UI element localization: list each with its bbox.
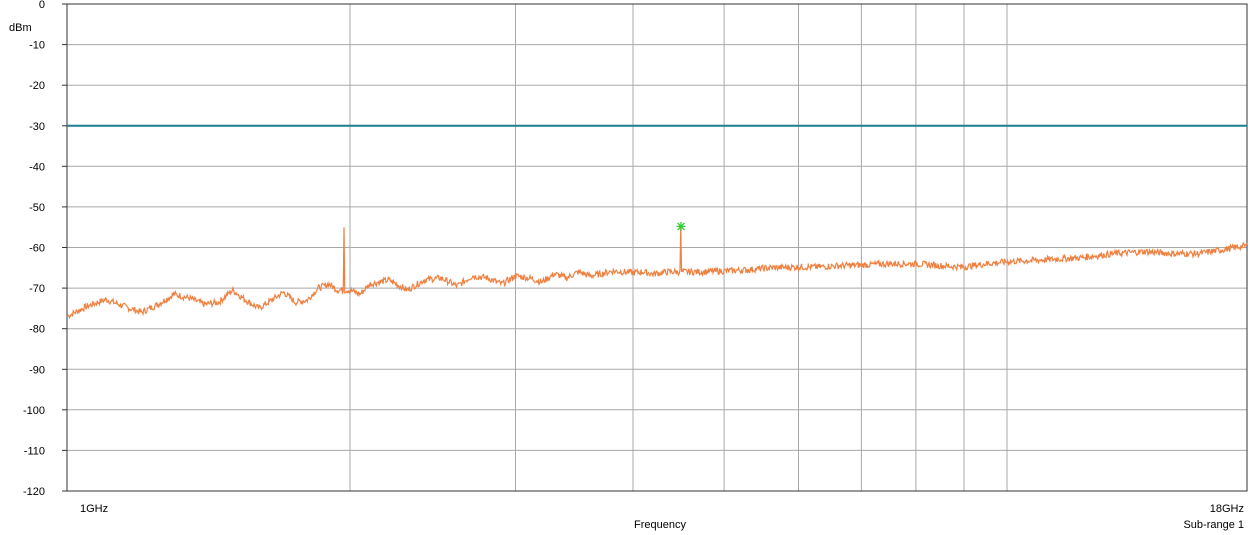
- y-tick-label: -60: [29, 243, 45, 255]
- y-tick-label: 0: [39, 0, 45, 11]
- y-tick-label: -90: [29, 364, 45, 376]
- y-tick-label: -120: [23, 486, 45, 498]
- x-tick-label-start: 1GHz: [80, 503, 108, 515]
- y-tick-label: -10: [29, 40, 45, 52]
- y-tick-label: -30: [29, 121, 45, 133]
- x-tick-label-end: 18GHz: [1210, 503, 1244, 515]
- y-tick-label: -70: [29, 283, 45, 295]
- peak-marker: [676, 221, 686, 231]
- y-tick-label: -110: [24, 445, 45, 457]
- y-tick-labels: 0 -10 -20 -30 -40 -50 -60 -70 -80 -90 -100 -110 -120: [23, 0, 67, 498]
- x-axis-label: Frequency: [634, 519, 686, 531]
- y-tick-label: -50: [29, 202, 45, 214]
- y-tick-label: -20: [29, 80, 45, 92]
- horizontal-grid: [67, 44, 1247, 451]
- y-tick-label: -100: [23, 405, 45, 417]
- spectrum-trace: [67, 226, 1248, 320]
- sub-range-label: Sub-range 1: [1183, 519, 1244, 531]
- y-tick-label: -80: [29, 324, 45, 336]
- y-axis-unit-label: dBm: [9, 22, 32, 34]
- y-tick-label: -40: [29, 161, 45, 173]
